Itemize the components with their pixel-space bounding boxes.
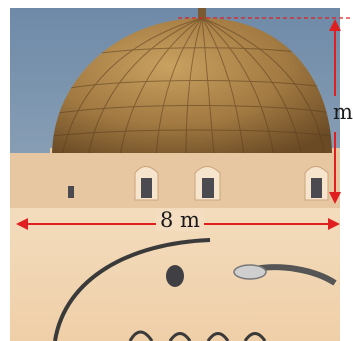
- wall-oval-window: [166, 265, 184, 287]
- wall-arch: [53, 238, 211, 341]
- finial: [198, 8, 206, 20]
- dome-illustration: [10, 8, 340, 341]
- drum-wall: [10, 153, 340, 213]
- street-lamp-head: [233, 264, 267, 280]
- dome: [52, 18, 332, 156]
- wall-bottom-arches: [128, 330, 267, 341]
- width-measurement-label: 8 m: [156, 210, 204, 231]
- dome-photograph: [10, 8, 340, 341]
- drum-windows: [68, 178, 322, 198]
- height-measurement-label: m: [333, 100, 353, 124]
- dome-ribs: [52, 18, 332, 156]
